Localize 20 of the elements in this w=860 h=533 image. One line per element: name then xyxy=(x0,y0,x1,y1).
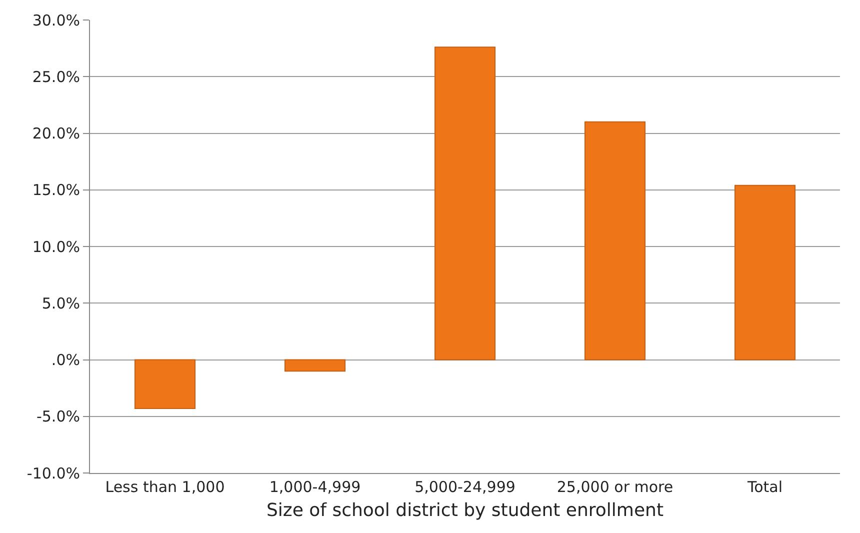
bar xyxy=(134,359,196,409)
y-tick-label: .0% xyxy=(51,351,80,369)
x-tick-label: Less than 1,000 xyxy=(105,478,225,496)
bar xyxy=(284,359,346,372)
y-tick-label: 5.0% xyxy=(42,294,80,312)
y-tick-label: 10.0% xyxy=(32,238,80,256)
y-tick-label: -5.0% xyxy=(36,408,80,426)
x-tick-label: 25,000 or more xyxy=(556,478,674,496)
x-tick-label: Total xyxy=(746,478,783,496)
y-tick-label: 15.0% xyxy=(32,181,80,200)
y-tick-label: 20.0% xyxy=(32,124,80,142)
y-tick-label: -10.0% xyxy=(26,464,80,482)
bar xyxy=(734,184,796,360)
x-axis-title: Size of school district by student enrollment xyxy=(266,500,664,522)
y-tick-label: 25.0% xyxy=(32,68,80,86)
x-tick-label: 5,000-24,999 xyxy=(414,478,516,496)
bar xyxy=(584,121,646,360)
x-tick-label: 1,000-4,999 xyxy=(269,478,361,496)
y-tick-label: 30.0% xyxy=(32,11,80,30)
bar xyxy=(434,46,496,360)
